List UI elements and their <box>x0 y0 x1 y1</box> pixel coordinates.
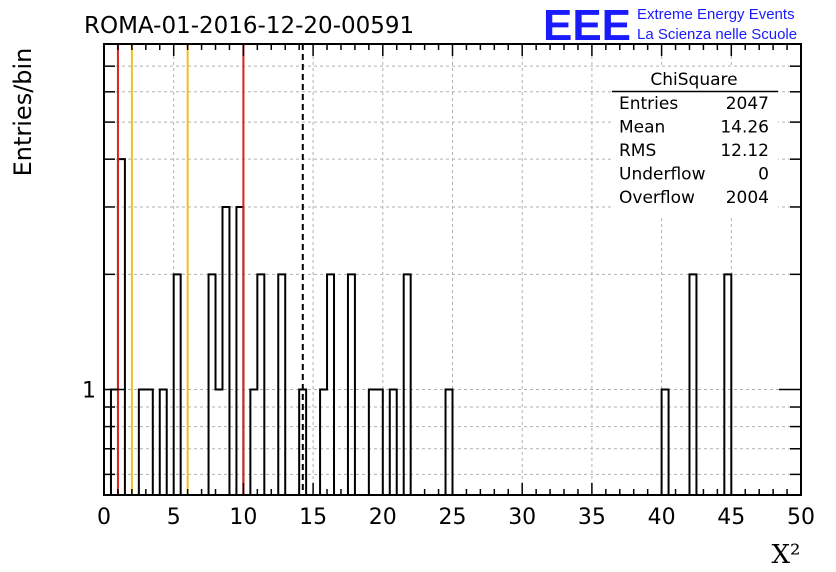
stats-value: 14.26 <box>720 118 769 138</box>
stats-label: Entries <box>619 94 678 114</box>
eee-logo: EEE Extreme Energy Events La Scienza nel… <box>543 1 797 50</box>
x-axis-label: X² <box>772 540 801 570</box>
reference-lines <box>116 44 304 495</box>
x-tick-label: 15 <box>299 505 327 530</box>
stats-value: 12.12 <box>720 141 769 161</box>
stats-value: 0 <box>758 165 769 185</box>
x-tick-label: 45 <box>717 505 745 530</box>
logo-mark: EEE <box>543 1 631 50</box>
x-tick-label: 50 <box>787 505 815 530</box>
x-tick-label: 0 <box>97 505 111 530</box>
stats-rows: Entries 2047 Mean 14.26 RMS 12.12 Underflow 0 Ov… <box>619 94 769 208</box>
x-tick-label: 25 <box>439 505 467 530</box>
stats-title: ChiSquare <box>650 70 737 90</box>
stats-box: ChiSquare Entries 2047 Mean 14.26 RMS 12.12 Un… <box>612 67 778 215</box>
stats-label: RMS <box>619 141 656 161</box>
stats-value: 2047 <box>726 94 769 114</box>
x-axis: 0 5 10 15 20 25 30 35 40 45 50 <box>97 44 815 530</box>
x-tick-label: 40 <box>648 505 676 530</box>
y-tick-label: 1 <box>82 379 96 404</box>
stats-label: Overflow <box>619 188 695 208</box>
logo-line-1: Extreme Energy Events <box>637 6 795 23</box>
x-tick-label: 20 <box>369 505 397 530</box>
y-axis-label: Entries/bin <box>9 48 37 177</box>
x-tick-label: 35 <box>578 505 606 530</box>
stats-label: Underflow <box>619 165 706 185</box>
stats-label: Mean <box>619 118 665 138</box>
x-tick-label: 5 <box>167 505 181 530</box>
logo-line-2: La Scienza nelle Scuole <box>637 26 797 43</box>
chart-title: ROMA-01-2016-12-20-00591 <box>84 13 414 39</box>
stats-value: 2004 <box>726 188 769 208</box>
x-tick-label: 10 <box>229 505 257 530</box>
x-tick-label: 30 <box>508 505 536 530</box>
y-axis: 1 <box>82 65 801 476</box>
